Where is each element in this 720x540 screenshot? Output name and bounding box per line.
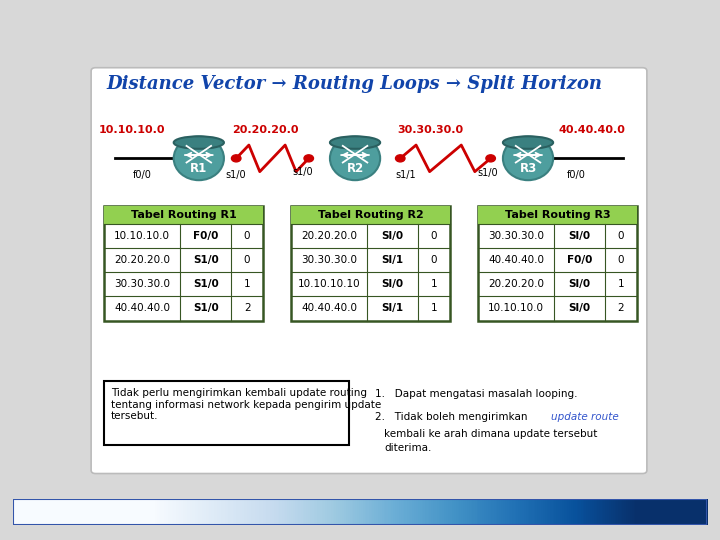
Ellipse shape bbox=[330, 136, 380, 149]
Text: Distance Vector → Routing Loops → Split Horizon: Distance Vector → Routing Loops → Split … bbox=[107, 75, 603, 92]
FancyBboxPatch shape bbox=[478, 206, 637, 321]
Text: 0: 0 bbox=[431, 255, 437, 265]
Text: S1/0: S1/0 bbox=[193, 255, 219, 265]
Text: Sl/1: Sl/1 bbox=[382, 255, 404, 265]
Text: R2: R2 bbox=[346, 162, 364, 176]
Circle shape bbox=[231, 155, 241, 162]
Text: 10.10.10.0: 10.10.10.0 bbox=[99, 125, 165, 136]
Text: 1: 1 bbox=[431, 303, 437, 313]
Text: Sl/0: Sl/0 bbox=[382, 279, 404, 289]
Ellipse shape bbox=[503, 137, 553, 180]
Text: 30.30.30.0: 30.30.30.0 bbox=[488, 231, 544, 241]
Text: 20.20.20.0: 20.20.20.0 bbox=[488, 279, 544, 289]
Text: 30.30.30.0: 30.30.30.0 bbox=[397, 125, 464, 136]
Ellipse shape bbox=[174, 136, 224, 149]
Text: 1: 1 bbox=[244, 279, 251, 289]
Text: R1: R1 bbox=[190, 162, 207, 176]
Text: f0/0: f0/0 bbox=[132, 170, 151, 180]
Text: S1/0: S1/0 bbox=[193, 303, 219, 313]
Text: R3: R3 bbox=[519, 162, 536, 176]
Text: 0: 0 bbox=[244, 255, 251, 265]
Text: Sl/1: Sl/1 bbox=[382, 303, 404, 313]
FancyBboxPatch shape bbox=[478, 206, 637, 224]
Text: 2: 2 bbox=[618, 303, 624, 313]
Text: Tabel Routing R3: Tabel Routing R3 bbox=[505, 210, 610, 220]
Text: 10.10.10.0: 10.10.10.0 bbox=[114, 231, 170, 241]
Text: f0/0: f0/0 bbox=[567, 170, 586, 180]
Text: 2: 2 bbox=[244, 303, 251, 313]
Text: Sl/0: Sl/0 bbox=[569, 231, 590, 241]
Text: Tabel Routing R1: Tabel Routing R1 bbox=[130, 210, 236, 220]
Text: Tabel Routing R2: Tabel Routing R2 bbox=[318, 210, 423, 220]
Text: 20.20.20.0: 20.20.20.0 bbox=[301, 231, 357, 241]
Text: Sl/0: Sl/0 bbox=[382, 231, 404, 241]
Text: 1.   Dapat mengatasi masalah looping.: 1. Dapat mengatasi masalah looping. bbox=[374, 389, 577, 399]
Text: 40.40.40.0: 40.40.40.0 bbox=[488, 255, 544, 265]
Text: 40.40.40.0: 40.40.40.0 bbox=[301, 303, 357, 313]
Ellipse shape bbox=[174, 137, 224, 180]
Text: 40.40.40.0: 40.40.40.0 bbox=[559, 125, 626, 136]
Text: 0: 0 bbox=[618, 255, 624, 265]
Text: s1/0: s1/0 bbox=[477, 168, 498, 178]
Text: 0: 0 bbox=[618, 231, 624, 241]
Text: Sl/0: Sl/0 bbox=[569, 303, 590, 313]
Circle shape bbox=[395, 155, 405, 162]
Text: 30.30.30.0: 30.30.30.0 bbox=[114, 279, 170, 289]
Text: 20.20.20.0: 20.20.20.0 bbox=[233, 125, 299, 136]
FancyBboxPatch shape bbox=[291, 206, 450, 321]
Text: 40.40.40.0: 40.40.40.0 bbox=[114, 303, 170, 313]
Text: diterima.: diterima. bbox=[384, 443, 431, 453]
FancyBboxPatch shape bbox=[104, 381, 349, 446]
Text: s1/1: s1/1 bbox=[395, 170, 415, 180]
FancyBboxPatch shape bbox=[104, 206, 263, 224]
Text: 1: 1 bbox=[618, 279, 624, 289]
Text: s1/0: s1/0 bbox=[226, 170, 246, 180]
Circle shape bbox=[486, 155, 495, 162]
Text: 20.20.20.0: 20.20.20.0 bbox=[114, 255, 170, 265]
Text: Tidak perlu mengirimkan kembali update routing
tentang informasi network kepada : Tidak perlu mengirimkan kembali update r… bbox=[111, 388, 381, 422]
FancyBboxPatch shape bbox=[291, 206, 450, 224]
Text: 0: 0 bbox=[431, 231, 437, 241]
Circle shape bbox=[304, 155, 313, 162]
Text: Sl/0: Sl/0 bbox=[569, 279, 590, 289]
Text: 10.10.10.0: 10.10.10.0 bbox=[488, 303, 544, 313]
Text: 2.   Tidak boleh mengirimkan: 2. Tidak boleh mengirimkan bbox=[374, 412, 531, 422]
Text: 1: 1 bbox=[431, 279, 437, 289]
Text: 30.30.30.0: 30.30.30.0 bbox=[301, 255, 357, 265]
Text: F0/0: F0/0 bbox=[193, 231, 218, 241]
Text: S1/0: S1/0 bbox=[193, 279, 219, 289]
FancyBboxPatch shape bbox=[104, 206, 263, 321]
Text: kembali ke arah dimana update tersebut: kembali ke arah dimana update tersebut bbox=[384, 429, 598, 440]
Text: s1/0: s1/0 bbox=[293, 167, 313, 177]
Ellipse shape bbox=[503, 136, 553, 149]
Text: 10.10.10.10: 10.10.10.10 bbox=[298, 279, 360, 289]
Ellipse shape bbox=[330, 137, 380, 180]
Text: 0: 0 bbox=[244, 231, 251, 241]
Text: F0/0: F0/0 bbox=[567, 255, 593, 265]
FancyBboxPatch shape bbox=[91, 68, 647, 474]
Text: update route: update route bbox=[552, 412, 619, 422]
